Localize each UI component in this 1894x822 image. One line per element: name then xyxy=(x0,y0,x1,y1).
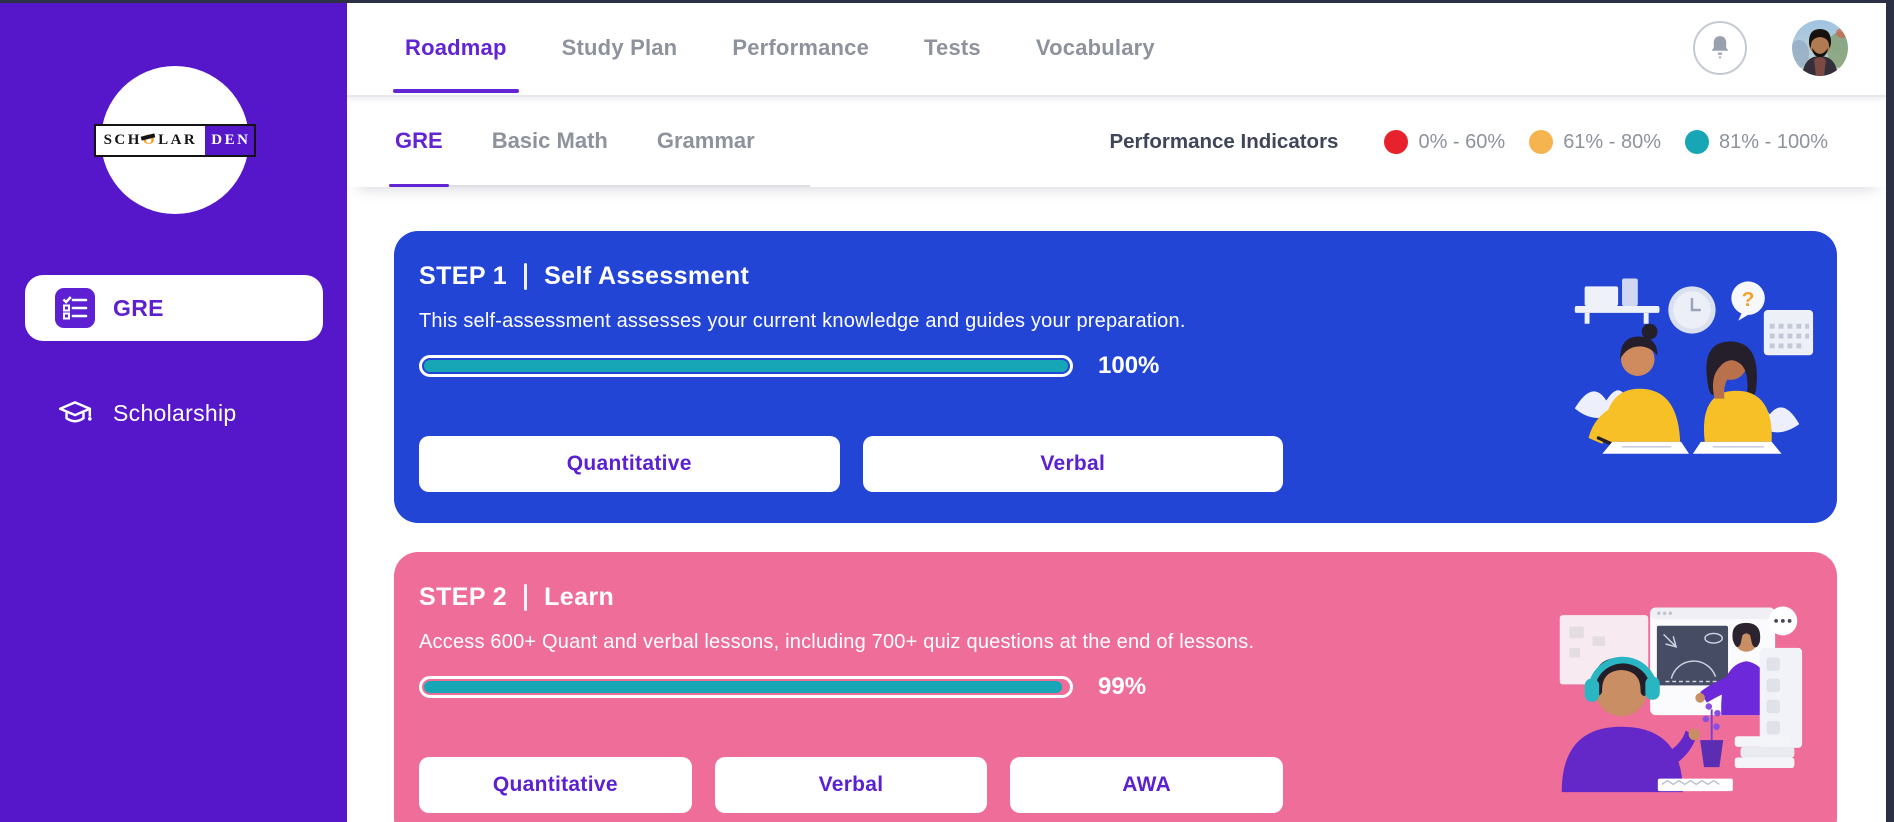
sidebar-item-label: Scholarship xyxy=(113,399,237,426)
logo-part-lar: LAR xyxy=(157,125,206,155)
logo-part-den: DEN xyxy=(205,125,255,155)
logo-part-sch: SCH xyxy=(95,125,143,155)
subtab-basic-math[interactable]: Basic Math xyxy=(491,128,608,153)
sidebar-item-gre[interactable]: GRE xyxy=(25,275,323,341)
sub-navigation: GRE Basic Math Grammar Performance Indic… xyxy=(347,97,1886,187)
tab-study-plan[interactable]: Study Plan xyxy=(561,34,678,60)
scholarden-logo[interactable]: SCH O LAR DEN xyxy=(93,66,257,214)
step-label: STEP 1 xyxy=(419,262,508,290)
legend-item-orange: 61% - 80% xyxy=(1529,130,1661,154)
legend-label: 81% - 100% xyxy=(1719,130,1828,153)
sidebar-item-label: GRE xyxy=(113,294,164,321)
teal-dot-icon xyxy=(1685,130,1710,154)
performance-indicators-legend: Performance Indicators 0% - 60% 61% - 80… xyxy=(1109,130,1828,154)
scholarden-logo-text: SCH O LAR DEN xyxy=(93,123,257,157)
awa-button[interactable]: AWA xyxy=(1010,757,1284,813)
step2-title: STEP 2 Learn xyxy=(419,552,1837,612)
legend-item-teal: 81% - 100% xyxy=(1685,130,1828,154)
step-label: STEP 2 xyxy=(419,583,508,611)
checklist-icon xyxy=(55,288,95,328)
legend-label: 0% - 60% xyxy=(1418,130,1506,153)
subtab-gre[interactable]: GRE xyxy=(389,97,449,187)
notifications-button[interactable] xyxy=(1693,20,1747,75)
tab-tests[interactable]: Tests xyxy=(924,34,981,60)
nav-tabs: Roadmap Study Plan Performance Tests Voc… xyxy=(393,0,1155,95)
progress-fill xyxy=(424,360,1068,372)
tab-vocabulary[interactable]: Vocabulary xyxy=(1035,34,1155,60)
progress-fill xyxy=(424,681,1062,693)
user-avatar-photo xyxy=(1792,19,1848,76)
step2-description: Access 600+ Quant and verbal lessons, in… xyxy=(419,631,1255,653)
svg-text:?: ? xyxy=(1742,288,1755,311)
user-avatar[interactable] xyxy=(1792,19,1848,76)
subtab-grammar[interactable]: Grammar xyxy=(656,128,755,153)
step2-progress: 99% xyxy=(419,673,1837,701)
progress-bar xyxy=(419,355,1073,377)
progress-percent: 99% xyxy=(1098,673,1147,700)
verbal-button[interactable]: Verbal xyxy=(714,757,988,813)
sidebar: SCH O LAR DEN GRE xyxy=(0,0,347,822)
verbal-button[interactable]: Verbal xyxy=(862,436,1283,492)
step2-buttons: Quantitative Verbal AWA xyxy=(419,757,1284,813)
quantitative-button[interactable]: Quantitative xyxy=(419,757,692,813)
subject-tabs: GRE Basic Math Grammar xyxy=(389,97,810,187)
main-area: Roadmap Study Plan Performance Tests Voc… xyxy=(347,0,1886,822)
step1-title: STEP 1 Self Assessment xyxy=(419,231,1837,291)
step1-buttons: Quantitative Verbal xyxy=(419,436,1283,492)
step-name: Learn xyxy=(544,583,615,611)
step2-card: STEP 2 Learn Access 600+ Quant and verba… xyxy=(394,552,1837,822)
vertical-scrollbar[interactable] xyxy=(1886,0,1894,822)
step2-illustration xyxy=(1559,606,1803,793)
tab-performance[interactable]: Performance xyxy=(732,34,870,60)
title-separator xyxy=(524,584,528,611)
step-name: Self Assessment xyxy=(544,262,750,290)
logo-graduation-cap-o-icon: O xyxy=(142,125,158,155)
tab-roadmap[interactable]: Roadmap xyxy=(393,0,519,95)
top-navigation: Roadmap Study Plan Performance Tests Voc… xyxy=(347,0,1886,97)
step1-card: STEP 1 Self Assessment This self-assessm… xyxy=(394,231,1837,523)
quantitative-button[interactable]: Quantitative xyxy=(419,436,840,492)
graduation-cap-icon xyxy=(55,393,95,433)
title-separator xyxy=(524,263,528,290)
header-actions xyxy=(1693,19,1848,76)
sidebar-item-scholarship[interactable]: Scholarship xyxy=(55,393,236,433)
legend-label: 61% - 80% xyxy=(1563,130,1662,153)
legend-title: Performance Indicators xyxy=(1109,130,1339,153)
step1-progress: 100% xyxy=(419,352,1837,380)
progress-percent: 100% xyxy=(1098,352,1160,379)
red-dot-icon xyxy=(1384,130,1409,154)
step1-illustration: ? xyxy=(1574,278,1814,454)
legend-item-red: 0% - 60% xyxy=(1384,130,1505,154)
window-top-border xyxy=(0,0,1894,3)
step1-description: This self-assessment assesses your curre… xyxy=(419,310,1186,332)
bell-icon xyxy=(1711,35,1729,59)
orange-dot-icon xyxy=(1529,130,1554,154)
progress-bar xyxy=(419,676,1073,698)
